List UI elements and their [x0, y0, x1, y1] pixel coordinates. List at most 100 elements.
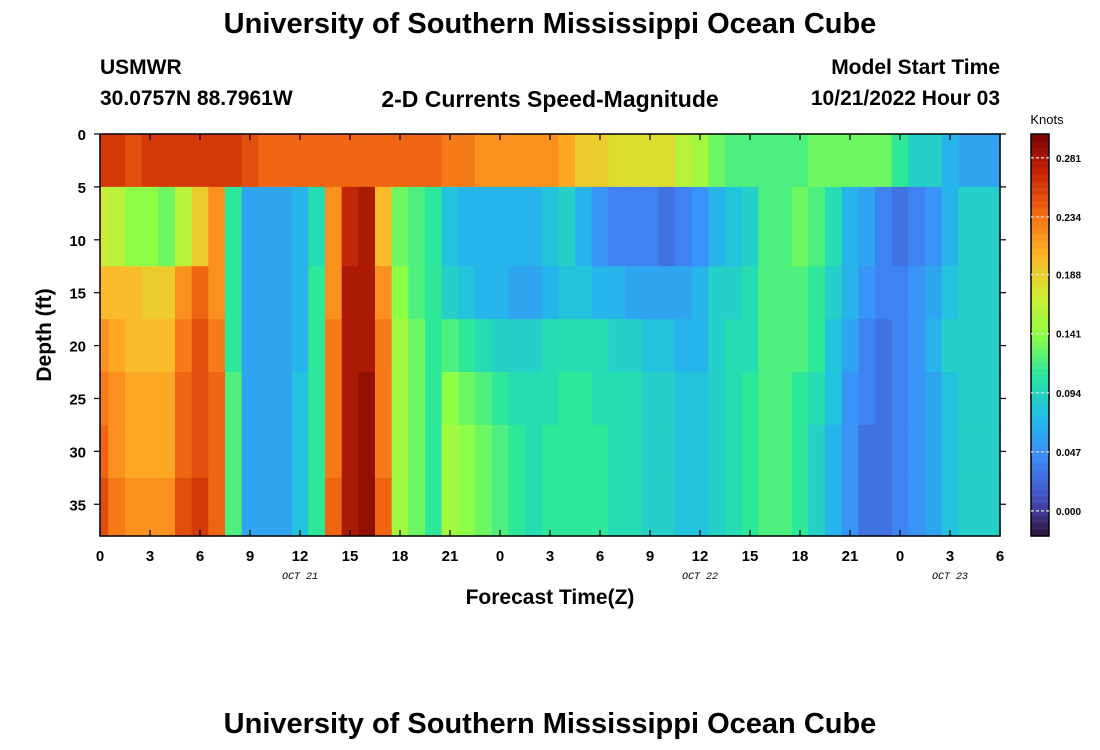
heatmap-cell: [891, 520, 909, 537]
heatmap-cell: [625, 372, 643, 426]
heatmap-cell: [508, 520, 526, 537]
heatmap-cell: [991, 520, 1001, 537]
heatmap-cell: [775, 520, 793, 537]
heatmap-cell: [175, 520, 193, 537]
heatmap-cell: [241, 134, 259, 188]
heatmap-cell: [141, 520, 159, 537]
heatmap-cell: [925, 520, 943, 537]
heatmap-cell: [975, 186, 993, 267]
colorbar-segment: [1031, 482, 1049, 490]
heatmap-cell: [675, 520, 693, 537]
heatmap-cell: [425, 186, 443, 267]
heatmap-cell: [275, 134, 293, 188]
heatmap-cell: [208, 372, 226, 426]
heatmap-cell: [575, 186, 593, 267]
heatmap-cell: [391, 186, 409, 267]
heatmap-cell: [641, 520, 659, 537]
heatmap-cell: [575, 477, 593, 521]
heatmap-cell: [358, 186, 376, 267]
heatmap-cell: [408, 520, 426, 537]
heatmap-cell: [791, 372, 809, 426]
heatmap-cell: [758, 186, 776, 267]
heatmap-cell: [675, 319, 693, 373]
heatmap-cell: [375, 477, 393, 521]
colorbar-segment: [1031, 281, 1049, 289]
heatmap-cell: [758, 424, 776, 479]
heatmap-cell: [100, 424, 109, 479]
heatmap-cell: [475, 266, 493, 320]
heatmap-cell: [808, 266, 826, 320]
heatmap-cell: [625, 134, 643, 188]
heatmap-cell: [708, 186, 726, 267]
heatmap-cell: [541, 477, 559, 521]
heatmap-cell: [291, 520, 309, 537]
heatmap-cell: [891, 477, 909, 521]
heatmap-cell: [141, 319, 159, 373]
heatmap-cell: [808, 319, 826, 373]
heatmap-cell: [325, 266, 343, 320]
heatmap-cell: [958, 477, 976, 521]
x-tick-label: 18: [792, 548, 809, 565]
heatmap-cell: [225, 319, 243, 373]
colorbar-segment: [1031, 221, 1049, 229]
heatmap-cell: [508, 477, 526, 521]
heatmap-cell: [491, 424, 509, 479]
heatmap-cell: [375, 372, 393, 426]
colorbar-tick-label: 0.000: [1056, 507, 1081, 518]
heatmap-cell: [491, 477, 509, 521]
heatmap-cell: [508, 372, 526, 426]
colorbar-segment: [1031, 261, 1049, 269]
heatmap-cell: [208, 186, 226, 267]
heatmap-cell: [908, 424, 926, 479]
heatmap-cell: [141, 134, 159, 188]
y-axis-label: Depth (ft): [33, 288, 56, 381]
x-tick-label: 0: [896, 548, 904, 565]
heatmap-cell: [991, 319, 1001, 373]
colorbar-segment: [1031, 234, 1049, 242]
heatmap-cell: [341, 477, 359, 521]
colorbar-segment: [1031, 361, 1049, 370]
heatmap-cell: [225, 186, 243, 267]
heatmap-cell: [508, 266, 526, 320]
heatmap-cell: [125, 372, 143, 426]
heatmap-cell: [108, 520, 126, 537]
y-tick-label: 35: [69, 497, 86, 514]
heatmap-cell: [158, 520, 176, 537]
heatmap-cell: [391, 424, 409, 479]
heatmap-cell: [325, 319, 343, 373]
heatmap-cell: [225, 372, 243, 426]
heatmap-cell: [825, 424, 843, 479]
colorbar-units-label: Knots: [1030, 112, 1064, 127]
heatmap-cell: [875, 424, 893, 479]
heatmap-cell: [741, 520, 759, 537]
heatmap-cell: [100, 477, 109, 521]
heatmap-cell: [625, 477, 643, 521]
heatmap-cell: [858, 477, 876, 521]
heatmap-cell: [100, 520, 109, 537]
heatmap-cell: [141, 477, 159, 521]
colorbar-segment: [1031, 227, 1049, 236]
heatmap-cell: [125, 319, 143, 373]
heatmap-cell: [541, 372, 559, 426]
heatmap-cell: [158, 134, 176, 188]
heatmap-cell: [808, 134, 826, 188]
heatmap-cell: [325, 134, 343, 188]
heatmap-cell: [875, 372, 893, 426]
heatmap-cell: [708, 372, 726, 426]
heatmap-cell: [691, 424, 709, 479]
heatmap-cell: [941, 424, 959, 479]
heatmap-cell: [691, 266, 709, 320]
colorbar-segment: [1031, 348, 1049, 356]
heatmap-cell: [175, 186, 193, 267]
heatmap-cell: [558, 319, 576, 373]
heatmap-cell: [308, 520, 326, 537]
heatmap-cell: [525, 186, 543, 267]
colorbar-segment: [1031, 167, 1049, 175]
heatmap-cell: [291, 319, 309, 373]
x-tick-label: 15: [342, 548, 359, 565]
heatmap-cell: [741, 372, 759, 426]
heatmap-cell: [108, 319, 126, 373]
heatmap-cell: [925, 186, 943, 267]
heatmap-cell: [758, 520, 776, 537]
heatmap-cell: [125, 424, 143, 479]
